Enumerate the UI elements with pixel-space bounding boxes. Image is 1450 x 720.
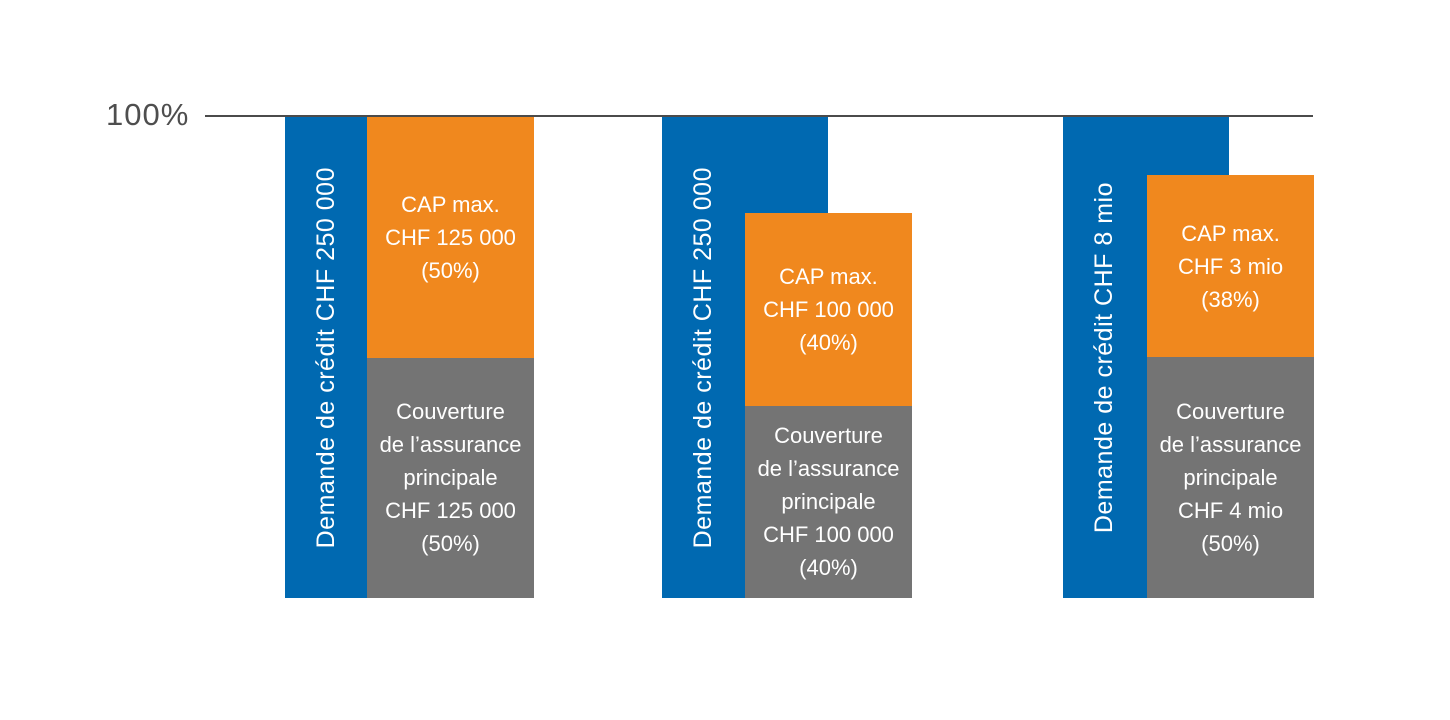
stacked-bar: CAP max. CHF 3 mio (38%) Couverture de l… — [1147, 174, 1314, 598]
stacked-bar: CAP max. CHF 100 000 (40%) Couverture de… — [745, 213, 912, 598]
axis-label-100pct: 100% — [106, 97, 190, 132]
demand-bar-label: Demande de crédit CHF 8 mio — [1089, 181, 1118, 534]
cap-segment: CAP max. CHF 125 000 (50%) — [367, 117, 534, 358]
stacked-bar: CAP max. CHF 125 000 (50%) Couverture de… — [367, 117, 534, 598]
demand-bar-label-strip: Demande de crédit CHF 250 000 — [662, 117, 744, 598]
demand-bar-label: Demande de crédit CHF 250 000 — [311, 166, 340, 549]
cap-segment-label: CAP max. CHF 100 000 (40%) — [763, 263, 894, 355]
coverage-segment-label: Couverture de l’assurance principale CHF… — [1159, 399, 1302, 557]
coverage-segment: Couverture de l’assurance principale CHF… — [367, 357, 534, 598]
axis-gridline-100pct — [205, 115, 1313, 117]
coverage-segment-label: Couverture de l’assurance principale CHF… — [379, 399, 522, 557]
demand-bar-label-strip: Demande de crédit CHF 250 000 — [285, 117, 367, 598]
coverage-segment-label: Couverture de l’assurance principale CHF… — [757, 423, 900, 581]
cap-segment-label: CAP max. CHF 3 mio (38%) — [1177, 220, 1284, 312]
cap-segment-label: CAP max. CHF 125 000 (50%) — [385, 191, 516, 283]
coverage-segment: Couverture de l’assurance principale CHF… — [745, 405, 912, 598]
cap-segment: CAP max. CHF 100 000 (40%) — [745, 213, 912, 406]
demand-bar-label: Demande de crédit CHF 250 000 — [688, 166, 717, 549]
coverage-segment: Couverture de l’assurance principale CHF… — [1147, 357, 1314, 598]
demand-bar-label-strip: Demande de crédit CHF 8 mio — [1063, 117, 1145, 598]
cap-segment: CAP max. CHF 3 mio (38%) — [1147, 174, 1314, 358]
